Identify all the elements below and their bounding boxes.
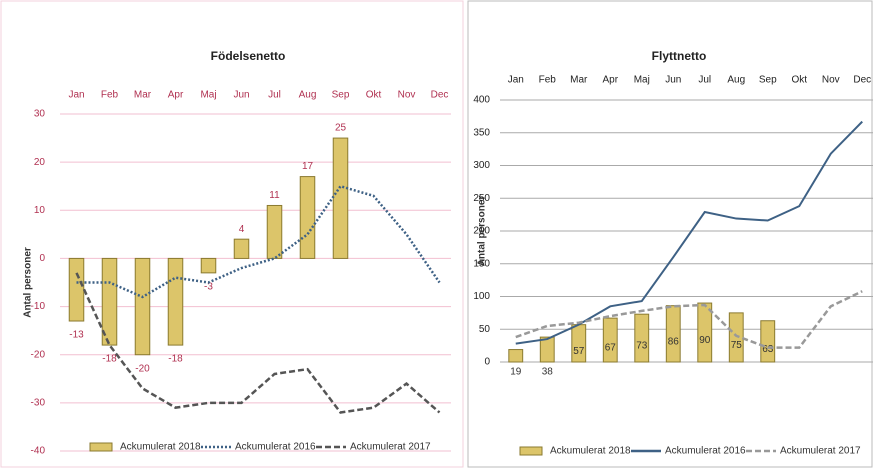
x-tick-label: Nov (398, 90, 416, 101)
data-label: -13 (69, 330, 84, 341)
data-label: -20 (135, 363, 150, 374)
bar (101, 257, 118, 346)
bar (68, 257, 85, 322)
y-tick-label: 0 (484, 357, 490, 368)
x-tick-label: Dec (853, 75, 871, 86)
y-tick-label: -30 (31, 397, 46, 408)
y-axis-label: Antal personer (477, 196, 488, 267)
data-label: 86 (668, 336, 680, 347)
data-label: 75 (731, 340, 743, 351)
bar (266, 204, 283, 259)
y-tick-label: 350 (473, 127, 490, 138)
bar (233, 238, 250, 259)
y-tick-label: 400 (473, 95, 490, 106)
data-label: -3 (204, 282, 213, 293)
bar (602, 317, 618, 363)
bar (332, 137, 349, 259)
data-label: 73 (636, 341, 648, 352)
x-tick-label: Jan (508, 75, 524, 86)
data-label: -18 (168, 354, 183, 365)
legend-swatch (519, 446, 543, 456)
x-tick-label: Feb (101, 90, 119, 101)
legend-label: Ackumulerat 2017 (780, 446, 861, 457)
x-tick-label: Jan (68, 90, 84, 101)
x-tick-label: Jun (233, 90, 249, 101)
bar (665, 305, 681, 363)
data-label: 25 (335, 123, 347, 134)
data-label: -18 (102, 354, 117, 365)
x-tick-label: Nov (822, 75, 840, 86)
chart-title: Födelsenetto (211, 49, 286, 63)
y-tick-label: -40 (31, 446, 46, 457)
data-label: 38 (542, 367, 554, 378)
y-tick-label: 0 (39, 253, 45, 264)
data-label: 57 (573, 346, 585, 357)
line (515, 290, 863, 349)
bar (508, 349, 524, 363)
line (75, 272, 441, 414)
x-tick-label: Sep (332, 90, 350, 101)
bar (299, 176, 316, 259)
legend-label: Ackumulerat 2016 (235, 442, 316, 453)
x-tick-label: Feb (539, 75, 557, 86)
bar (728, 312, 744, 363)
bar (200, 257, 217, 274)
panel (467, 0, 873, 468)
x-tick-label: Jun (665, 75, 681, 86)
bar (697, 302, 713, 363)
x-tick-label: Maj (634, 75, 650, 86)
bar (167, 257, 184, 346)
legend-label: Ackumulerat 2018 (550, 446, 631, 457)
y-tick-label: 150 (473, 258, 490, 269)
data-label: 17 (302, 161, 314, 172)
bar (760, 320, 776, 363)
y-tick-label: 20 (34, 157, 46, 168)
line (515, 120, 863, 345)
x-tick-label: Aug (727, 75, 745, 86)
x-tick-label: Okt (366, 90, 382, 101)
x-tick-label: Sep (759, 75, 777, 86)
line (76, 184, 441, 299)
data-label: 19 (510, 367, 522, 378)
y-tick-label: 10 (34, 205, 46, 216)
legend-swatch (89, 442, 113, 452)
y-tick-label: 250 (473, 193, 490, 204)
x-tick-label: Mar (570, 75, 588, 86)
data-label: 11 (269, 190, 280, 201)
data-label: 4 (239, 224, 245, 235)
x-tick-label: Jul (268, 90, 281, 101)
bar (134, 257, 151, 356)
x-tick-label: Maj (200, 90, 216, 101)
x-tick-label: Mar (134, 90, 152, 101)
data-label: 63 (762, 344, 774, 355)
legend-label: Ackumulerat 2017 (350, 442, 431, 453)
x-tick-label: Aug (299, 90, 317, 101)
y-axis-label: Antal personer (23, 247, 34, 318)
legend-label: Ackumulerat 2016 (665, 446, 746, 457)
y-tick-label: 300 (473, 160, 490, 171)
y-tick-label: -10 (31, 301, 46, 312)
panel (0, 0, 464, 468)
x-tick-label: Dec (431, 90, 449, 101)
y-tick-label: 50 (479, 324, 491, 335)
legend-label: Ackumulerat 2018 (120, 442, 201, 453)
bar (539, 336, 555, 363)
x-tick-label: Jul (698, 75, 711, 86)
y-tick-label: -20 (31, 349, 46, 360)
data-label: 67 (605, 343, 617, 354)
y-tick-label: 200 (473, 226, 490, 237)
x-tick-label: Apr (602, 75, 618, 86)
y-tick-label: 100 (473, 291, 490, 302)
y-tick-label: 30 (34, 109, 46, 120)
x-tick-label: Apr (168, 90, 184, 101)
bar (634, 313, 650, 363)
x-tick-label: Okt (791, 75, 807, 86)
chart-title: Flyttnetto (652, 49, 707, 63)
data-label: 90 (699, 335, 711, 346)
